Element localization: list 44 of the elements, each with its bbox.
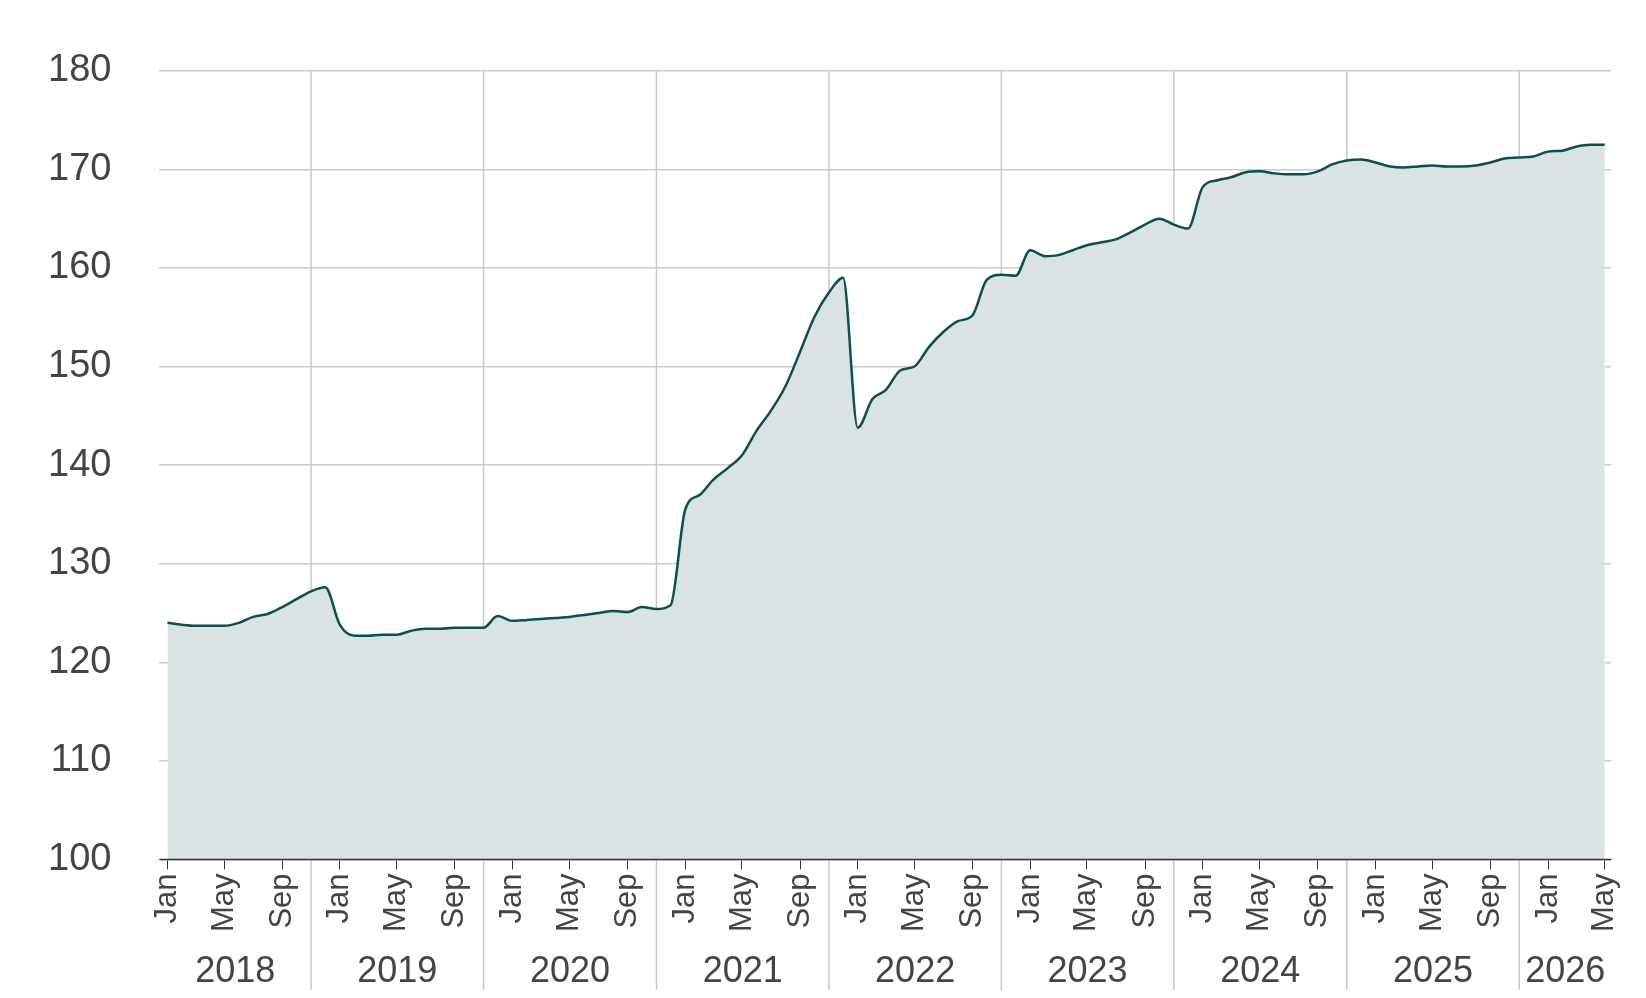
x-tick-label: Sep [435, 873, 471, 929]
x-tick-label: May [1412, 872, 1448, 933]
text: 2022 [875, 948, 956, 990]
y-tick-label: 100 [48, 835, 112, 878]
x-tick-label: Jan [838, 873, 874, 924]
x-tick-label: Sep [262, 873, 298, 929]
text: 2025 [1392, 948, 1474, 990]
y-tick-label: 110 [50, 737, 112, 780]
y-tick-label: 180 [48, 47, 112, 90]
x-tick-label: Sep [1470, 873, 1506, 929]
x-tick-label: May [204, 872, 240, 933]
text: 2021 [702, 948, 783, 990]
text: 2023 [1047, 948, 1128, 990]
text: 2018 [195, 948, 276, 990]
x-tick-label: Sep [953, 873, 989, 929]
x-tick-label: Sep [780, 873, 816, 929]
x-tick-label: Jan [320, 873, 356, 924]
x-tick-label: May [377, 872, 413, 933]
x-tick-label: Jan [1528, 873, 1564, 924]
x-tick-label: May [1585, 872, 1621, 933]
x-tick-label: May [1240, 872, 1276, 933]
x-tick-label: Sep [608, 873, 644, 929]
text: 2019 [357, 948, 438, 990]
x-tick-label: Jan [492, 873, 528, 924]
x-tick-label: Sep [1298, 873, 1334, 929]
x-tick-label: May [894, 872, 930, 933]
y-tick-label: 170 [48, 145, 112, 188]
y-tick-label: 150 [48, 343, 112, 386]
y-tick-label: 160 [48, 244, 112, 287]
x-tick-label: May [722, 872, 758, 933]
text: 2026 [1525, 948, 1606, 990]
y-tick-label: 140 [48, 441, 112, 484]
x-tick-label: Jan [1010, 873, 1046, 924]
y-tick-label: 130 [48, 540, 112, 583]
x-tick-label: May [1067, 872, 1103, 933]
x-tick-label: Jan [1183, 873, 1219, 924]
x-tick-label: May [550, 872, 586, 933]
text: 2024 [1220, 948, 1301, 990]
text: 2020 [529, 948, 611, 990]
x-tick-label: Jan [1356, 873, 1392, 924]
x-tick-label: Sep [1125, 873, 1161, 929]
y-tick-label: 120 [48, 638, 112, 681]
x-tick-label: Jan [147, 873, 183, 924]
x-tick-label: Jan [665, 873, 701, 924]
